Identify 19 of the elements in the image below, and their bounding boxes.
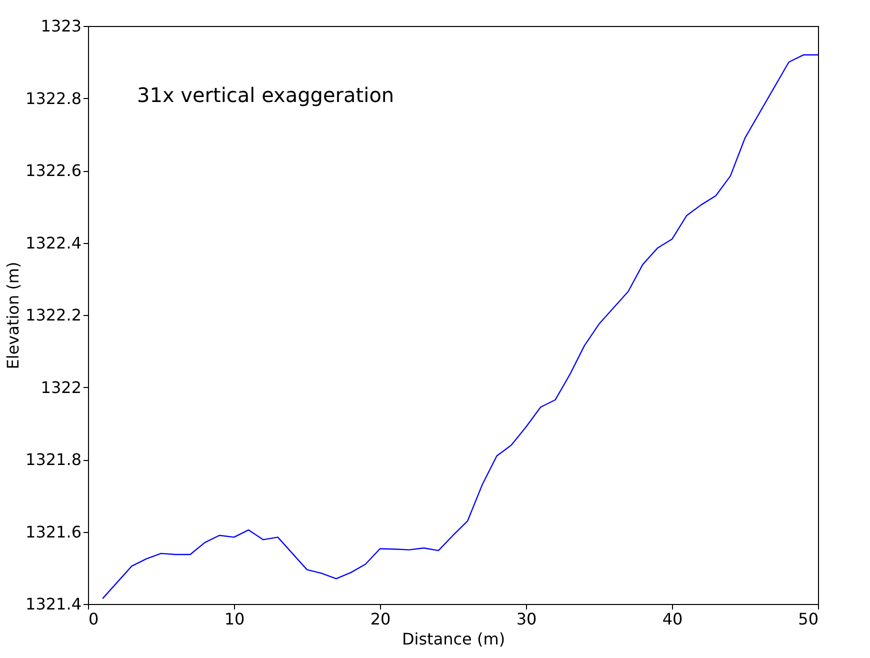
x-axis-title: Distance (m) [402, 630, 506, 648]
x-tick-label: 30 [516, 610, 537, 628]
y-tick-label: 1322.6 [26, 161, 82, 180]
y-tick-label: 1321.6 [26, 522, 82, 542]
line-series [102, 54, 819, 600]
x-tick-label: 40 [662, 610, 683, 628]
y-axis-title: Elevation (m) [4, 262, 23, 370]
y-tick-label: 1322.4 [26, 233, 82, 252]
y-tick-label: 1321.4 [26, 594, 82, 614]
y-tick-label: 1322.8 [26, 88, 82, 108]
annotation: 31x vertical exaggeration [137, 83, 394, 107]
y-tick-label: 1321.8 [26, 450, 82, 469]
x-tick-label: 0 [88, 610, 99, 628]
x-tick-label: 10 [224, 610, 245, 628]
x-tick-label: 20 [370, 610, 391, 628]
y-tick-label: 1322.2 [26, 306, 82, 324]
y-tick-label: 1322 [40, 378, 82, 397]
x-tick-label: 50 [798, 610, 818, 628]
y-tick-label: 1323 [40, 16, 82, 36]
